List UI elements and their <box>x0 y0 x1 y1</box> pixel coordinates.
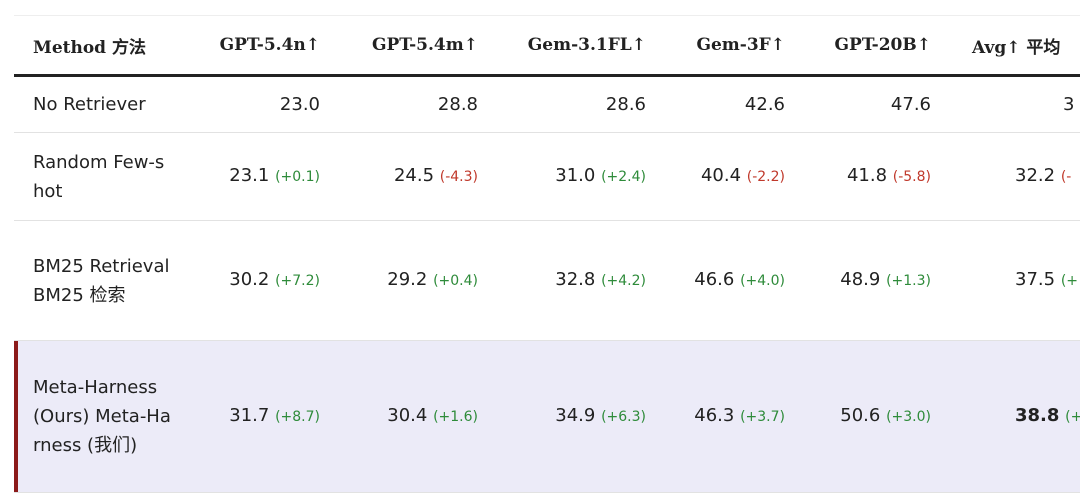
table-body: No Retriever 23.0 28.8 28.6 42.6 47.6 3 Random … <box>14 75 1080 493</box>
score-cell: 28.6 <box>498 75 666 133</box>
score-cell: 42.6 <box>666 75 805 133</box>
score-value: 28.6 <box>605 94 646 115</box>
score-cell: 48.9 (+1.3) <box>805 220 951 341</box>
score-cell: 47.6 <box>805 75 951 133</box>
score-cell: 34.9 (+6.3) <box>498 340 666 493</box>
score-value: 30.4 <box>387 405 428 426</box>
score-delta: (+4.2) <box>601 273 646 289</box>
score-delta: (+8.7) <box>275 409 320 425</box>
score-delta: (+2.4) <box>601 169 646 185</box>
score-cell: 30.2 (+7.2) <box>190 220 340 341</box>
table-row: BM25 Retrieval BM25 检索 30.2 (+7.2) 29.2 (+… <box>14 220 1080 341</box>
header-cell: Method 方法 <box>14 15 190 77</box>
score-value: 28.8 <box>437 94 478 115</box>
score-value: 37.5 <box>1015 269 1056 290</box>
score-cell: 29.2 (+0.4) <box>340 220 498 341</box>
header-row: Method 方法 GPT-5.4n↑ GPT-5.4m↑ Gem-3.1FL↑ Gem… <box>14 15 1080 77</box>
header-cell: GPT-5.4n↑ <box>190 15 340 77</box>
score-value: 29.2 <box>387 269 428 290</box>
results-table: Method 方法 GPT-5.4n↑ GPT-5.4m↑ Gem-3.1FL↑ Gem… <box>14 15 1080 493</box>
score-cell: 32.8 (+4.2) <box>498 220 666 341</box>
score-delta: (-4.3) <box>439 169 478 185</box>
score-delta: (+0.4) <box>433 273 478 289</box>
score-value: 46.6 <box>694 269 735 290</box>
score-cell: 46.3 (+3.7) <box>666 340 805 493</box>
method-cell: Meta-Harness (Ours) Meta-Harness (我们) <box>14 340 190 493</box>
header-cell: Gem-3.1FL↑ <box>498 15 666 77</box>
header-cell: GPT-5.4m↑ <box>340 15 498 77</box>
score-cell: 24.5 (-4.3) <box>340 132 498 221</box>
score-value: 23.0 <box>279 94 320 115</box>
score-delta: (+3.7) <box>740 409 785 425</box>
score-value: 32.8 <box>555 269 596 290</box>
method-cell: No Retriever <box>14 75 190 133</box>
method-cell: BM25 Retrieval BM25 检索 <box>14 220 190 341</box>
score-value: 46.3 <box>694 405 735 426</box>
score-delta: (+0.1) <box>275 169 320 185</box>
score-cell: 31.0 (+2.4) <box>498 132 666 221</box>
score-cell: 23.1 (+0.1) <box>190 132 340 221</box>
score-value: 40.4 <box>700 165 742 186</box>
score-delta: (+ <box>1065 409 1080 425</box>
table-row: Meta-Harness (Ours) Meta-Harness (我们) 31.… <box>14 340 1080 493</box>
score-value: 34.9 <box>555 405 596 426</box>
score-cell: 46.6 (+4.0) <box>666 220 805 341</box>
score-delta: (+6.3) <box>601 409 646 425</box>
score-cell: 38.8 (+ <box>951 340 1080 493</box>
score-value: 24.5 <box>393 165 435 186</box>
score-delta: (+4.0) <box>740 273 785 289</box>
score-cell: 40.4 (-2.2) <box>666 132 805 221</box>
score-value: 30.2 <box>229 269 270 290</box>
score-cell: 32.2 (- <box>951 132 1080 221</box>
score-value: 23.1 <box>229 165 270 186</box>
score-value: 38.8 <box>1015 405 1060 426</box>
score-cell: 23.0 <box>190 75 340 133</box>
score-delta: (-2.2) <box>746 169 785 185</box>
score-delta: (+7.2) <box>275 273 320 289</box>
score-cell: 3 <box>951 75 1080 133</box>
score-cell: 31.7 (+8.7) <box>190 340 340 493</box>
method-cell: Random Few-shot <box>14 132 190 221</box>
score-delta: (+1.6) <box>433 409 478 425</box>
table-row: No Retriever 23.0 28.8 28.6 42.6 47.6 3 <box>14 75 1080 133</box>
score-delta: (+1.3) <box>886 273 931 289</box>
score-value: 41.8 <box>846 165 888 186</box>
header-cell: GPT-20B↑ <box>805 15 951 77</box>
score-cell: 30.4 (+1.6) <box>340 340 498 493</box>
table-row: Random Few-shot 23.1 (+0.1) 24.5 (-4.3) 31.… <box>14 132 1080 221</box>
score-cell: 50.6 (+3.0) <box>805 340 951 493</box>
score-delta: (- <box>1060 169 1072 185</box>
score-value: 31.7 <box>229 405 270 426</box>
score-value: 47.6 <box>890 94 931 115</box>
score-value: 48.9 <box>840 269 881 290</box>
score-cell: 28.8 <box>340 75 498 133</box>
score-delta: (-5.8) <box>892 169 931 185</box>
header-cell: Gem-3F↑ <box>666 15 805 77</box>
score-value: 31.0 <box>555 165 596 186</box>
score-delta: (+3.0) <box>886 409 931 425</box>
score-cell: 41.8 (-5.8) <box>805 132 951 221</box>
score-value: 42.6 <box>744 94 785 115</box>
score-value: 3 <box>1063 94 1075 115</box>
score-delta: (+ <box>1060 273 1079 289</box>
score-value: 32.2 <box>1015 165 1056 186</box>
score-value: 50.6 <box>840 405 881 426</box>
header-cell: Avg↑ 平均 <box>951 15 1080 77</box>
score-cell: 37.5 (+ <box>951 220 1080 341</box>
